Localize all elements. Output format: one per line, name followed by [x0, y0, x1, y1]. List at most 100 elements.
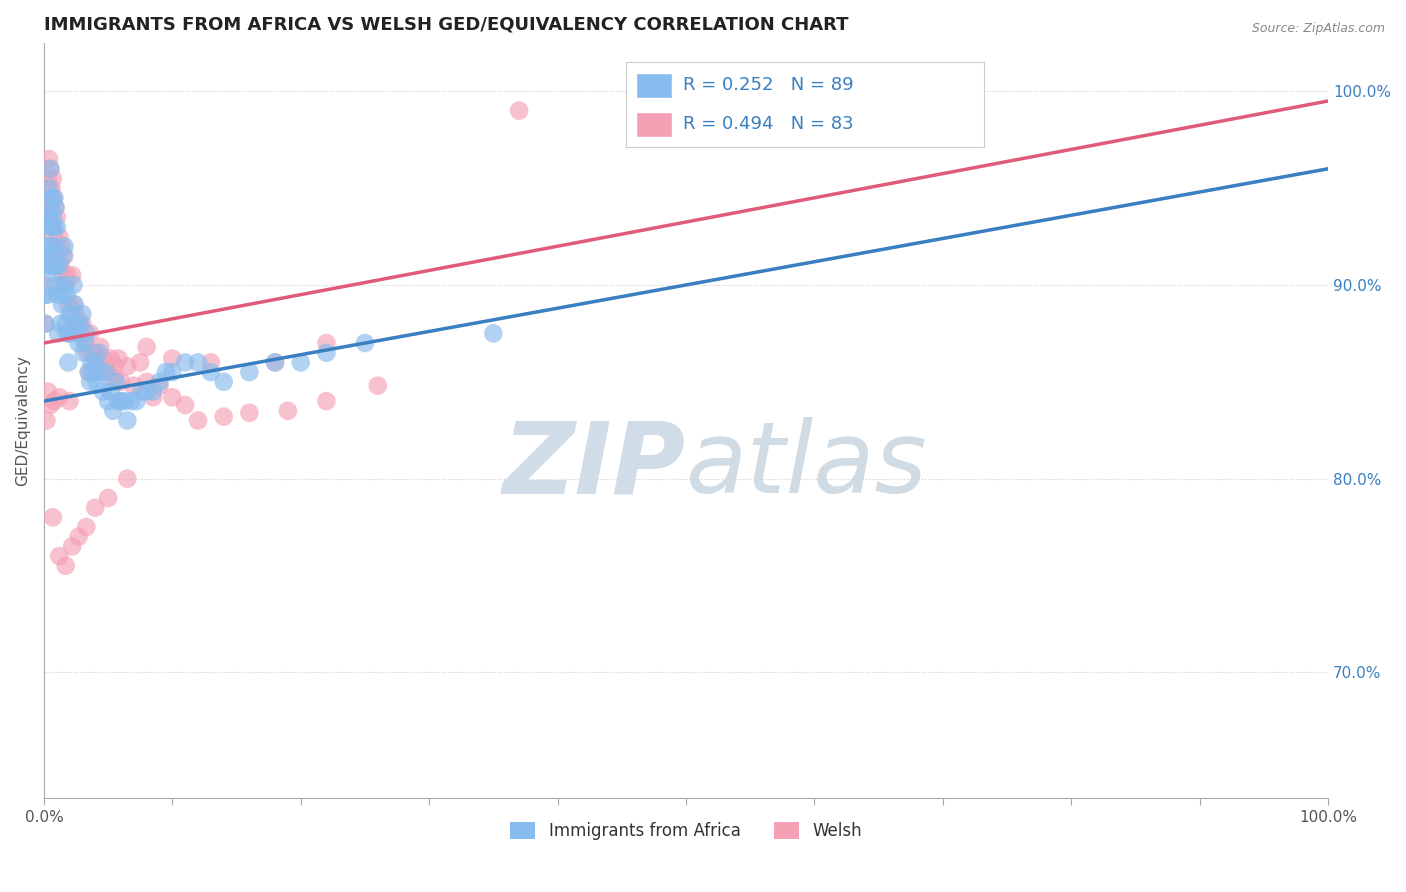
Point — [41, 191, 63, 205]
Point — [238, 365, 260, 379]
Point — [87, 359, 110, 374]
Text: Source: ZipAtlas.com: Source: ZipAtlas.com — [1251, 22, 1385, 36]
Point — [56, 268, 79, 283]
Point — [41, 259, 63, 273]
Point — [44, 191, 66, 205]
Point — [67, 530, 90, 544]
Point — [107, 351, 129, 366]
Point — [56, 287, 79, 301]
Point — [187, 355, 209, 369]
Point — [44, 229, 66, 244]
Point — [34, 277, 56, 292]
Point — [122, 378, 145, 392]
Point — [69, 326, 91, 341]
Point — [482, 326, 505, 341]
Point — [77, 365, 100, 379]
Point — [55, 277, 77, 292]
Point — [264, 355, 287, 369]
Point — [84, 500, 107, 515]
Point — [100, 351, 122, 366]
Text: R = 0.252   N = 89: R = 0.252 N = 89 — [683, 77, 853, 95]
Point — [103, 404, 125, 418]
Point — [94, 365, 117, 379]
Point — [117, 413, 139, 427]
Point — [53, 239, 76, 253]
Point — [37, 171, 59, 186]
Point — [162, 351, 184, 366]
Point — [41, 219, 63, 234]
Point — [315, 336, 337, 351]
Point — [44, 239, 66, 253]
Point — [44, 201, 66, 215]
Point — [66, 326, 89, 341]
Point — [82, 345, 104, 359]
Point — [37, 249, 59, 263]
Point — [39, 201, 62, 215]
Point — [63, 297, 86, 311]
Point — [238, 406, 260, 420]
Point — [354, 336, 377, 351]
Point — [37, 210, 59, 224]
Point — [44, 191, 66, 205]
Point — [200, 365, 222, 379]
Point — [212, 375, 235, 389]
Point — [174, 398, 197, 412]
Point — [62, 297, 84, 311]
Point — [103, 359, 125, 374]
Point — [35, 239, 58, 253]
Point — [44, 259, 66, 273]
Point — [49, 277, 72, 292]
Point — [84, 355, 107, 369]
Point — [37, 384, 59, 399]
Point — [45, 259, 67, 273]
Legend: Immigrants from Africa, Welsh: Immigrants from Africa, Welsh — [503, 815, 869, 847]
Point — [48, 390, 70, 404]
Point — [367, 378, 389, 392]
Point — [65, 317, 87, 331]
Point — [75, 520, 97, 534]
Y-axis label: GED/Equivalency: GED/Equivalency — [15, 355, 30, 486]
Point — [49, 259, 72, 273]
Point — [60, 540, 83, 554]
Point — [53, 277, 76, 292]
Point — [53, 249, 76, 263]
Point — [73, 345, 96, 359]
FancyBboxPatch shape — [637, 112, 672, 137]
Point — [117, 472, 139, 486]
Point — [100, 384, 122, 399]
Point — [67, 317, 90, 331]
Point — [42, 510, 65, 524]
Point — [58, 355, 80, 369]
Point — [277, 404, 299, 418]
Point — [39, 161, 62, 176]
Point — [34, 287, 56, 301]
Point — [45, 219, 67, 234]
Point — [155, 365, 177, 379]
Point — [48, 549, 70, 563]
Point — [38, 219, 60, 234]
Point — [35, 268, 58, 283]
Point — [65, 307, 87, 321]
Point — [87, 345, 110, 359]
Point — [110, 394, 132, 409]
Text: R = 0.494   N = 83: R = 0.494 N = 83 — [683, 115, 853, 133]
Point — [48, 259, 70, 273]
Point — [72, 317, 94, 331]
Point — [97, 365, 120, 379]
Point — [46, 287, 69, 301]
Point — [84, 345, 107, 359]
Point — [39, 161, 62, 176]
Point — [264, 355, 287, 369]
Point — [55, 317, 77, 331]
Point — [212, 409, 235, 424]
Point — [38, 181, 60, 195]
Point — [174, 355, 197, 369]
Point — [39, 201, 62, 215]
Point — [42, 249, 65, 263]
Point — [135, 340, 157, 354]
Point — [34, 317, 56, 331]
Point — [76, 345, 98, 359]
Point — [60, 268, 83, 283]
Point — [187, 413, 209, 427]
Point — [42, 171, 65, 186]
